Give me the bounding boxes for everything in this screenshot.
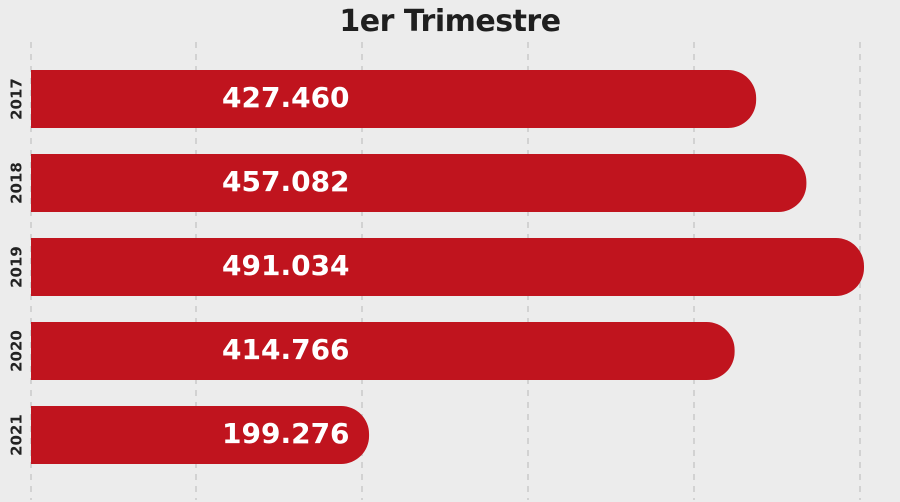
bar-2021	[31, 406, 370, 464]
bar-2017	[31, 70, 757, 128]
bar-2020	[31, 322, 735, 380]
bar-2019	[31, 238, 864, 296]
value-label-2017: 427.460	[222, 81, 350, 114]
category-label-2018: 2018	[8, 162, 26, 204]
value-label-2018: 457.082	[222, 165, 350, 198]
value-label-2021: 199.276	[222, 417, 350, 450]
value-label-2020: 414.766	[222, 333, 350, 366]
category-label-2021: 2021	[8, 414, 26, 456]
category-label-2017: 2017	[8, 78, 26, 120]
chart-title: 1er Trimestre	[339, 4, 561, 39]
category-label-2019: 2019	[8, 246, 26, 288]
value-label-2019: 491.034	[222, 249, 350, 282]
category-label-2020: 2020	[8, 330, 26, 372]
bar-2018	[31, 154, 807, 212]
